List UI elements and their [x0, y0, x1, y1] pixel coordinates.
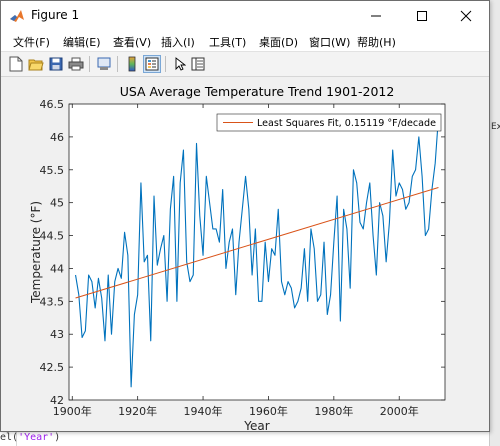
menu-view[interactable]: 查看(V): [113, 36, 152, 49]
toolbar-separator: [117, 56, 118, 72]
y-tick-label: 46: [50, 131, 64, 144]
legend-fit-label: Least Squares Fit, 0.15119 °F/decade: [257, 118, 436, 129]
colorbar-icon: [128, 56, 136, 72]
x-tick-label: 1960年: [249, 404, 288, 418]
x-tick-label: 2000年: [380, 404, 419, 418]
menu-help[interactable]: 帮助(H): [357, 36, 396, 49]
x-tick-label: 1940年: [184, 404, 223, 418]
workspace-fragment: Ex: [491, 122, 500, 132]
minimize-button[interactable]: [353, 1, 399, 31]
toolbar-separator: [165, 56, 166, 72]
save-icon: [49, 57, 63, 71]
new-figure-button[interactable]: [7, 55, 25, 73]
edit-plot-icon: [175, 57, 186, 71]
x-tick-label: 1980年: [314, 404, 353, 418]
y-tick-label: 43: [50, 328, 64, 341]
minimize-icon: [371, 15, 381, 17]
save-button[interactable]: [47, 55, 65, 73]
y-tick-label: 45: [50, 197, 64, 210]
open-file-icon: [28, 59, 44, 71]
plot-axes-box: [68, 103, 446, 401]
property-inspector-button[interactable]: [189, 55, 207, 73]
title-bar[interactable]: Figure 1: [1, 1, 489, 31]
y-tick-label: 45.5: [40, 164, 65, 177]
print-icon: [68, 57, 84, 71]
menu-tools[interactable]: 工具(T): [209, 36, 247, 49]
figure-window: Figure 1 文件(F) 编辑(E) 查看(V) 插入(I) 工具(T) 桌…: [0, 0, 490, 432]
close-icon: [460, 10, 472, 22]
property-inspector-icon: [191, 57, 205, 71]
legend-box: [216, 113, 442, 132]
y-tick-label: 42.5: [40, 361, 65, 374]
maximize-button[interactable]: [399, 1, 445, 31]
window-title: Figure 1: [31, 8, 80, 22]
menu-insert[interactable]: 插入(I): [161, 36, 195, 49]
y-tick-label: 46.5: [40, 98, 65, 111]
chart-title: USA Average Temperature Trend 1901-2012: [120, 84, 395, 99]
legend-icon: [145, 57, 159, 71]
fit-line[interactable]: [75, 187, 439, 299]
open-file-button[interactable]: [27, 55, 45, 73]
legend[interactable]: Least Squares Fit, 0.15119 °F/decade: [216, 113, 442, 132]
legend-button[interactable]: [143, 55, 161, 73]
plot-axes-background: [69, 104, 445, 400]
menu-file[interactable]: 文件(F): [13, 36, 50, 49]
maximize-icon: [417, 11, 427, 21]
figure-canvas[interactable]: 1900年 1920年 1940年 1960年 1980年 2000年 42 42.5 43 43…: [2, 77, 488, 431]
temperature-series-line[interactable]: [74, 117, 440, 388]
menu-desktop[interactable]: 桌面(D): [259, 36, 299, 49]
close-button[interactable]: [443, 1, 489, 31]
link-plot-button[interactable]: [95, 55, 113, 73]
code-suffix: ): [54, 432, 61, 443]
toolbar-separator: [89, 56, 90, 72]
link-plot-icon: [97, 57, 111, 70]
y-tick-label: 42: [50, 394, 64, 407]
print-button[interactable]: [67, 55, 85, 73]
new-figure-icon: [9, 56, 23, 72]
x-axis-label: Year: [243, 419, 269, 431]
x-tick-label: 1900年: [53, 404, 92, 418]
menu-bar: 文件(F) 编辑(E) 查看(V) 插入(I) 工具(T) 桌面(D) 窗口(W…: [1, 31, 489, 51]
y-axis-label: Temperature (°F): [29, 201, 43, 304]
y-tick-label: 44.5: [40, 230, 65, 243]
code-string: 'Year': [18, 432, 55, 443]
menu-window[interactable]: 窗口(W): [309, 36, 351, 49]
matlab-logo-icon: [10, 10, 24, 22]
y-tick-label: 44: [50, 262, 64, 275]
colorbar-button[interactable]: [123, 55, 141, 73]
code-prefix: el(: [0, 432, 19, 443]
x-tick-label: 1920年: [118, 404, 157, 418]
edit-plot-button[interactable]: [171, 55, 189, 73]
menu-edit[interactable]: 编辑(E): [63, 36, 101, 49]
temperature-plot[interactable]: 1900年 1920年 1940年 1960年 1980年 2000年 42 42.5 43 43…: [2, 77, 488, 431]
background-code-line: el('Year'): [0, 432, 500, 446]
y-tick-label: 43.5: [40, 295, 65, 308]
figure-toolbar: [1, 51, 489, 77]
background-workspace-panel: Ex: [489, 0, 500, 446]
